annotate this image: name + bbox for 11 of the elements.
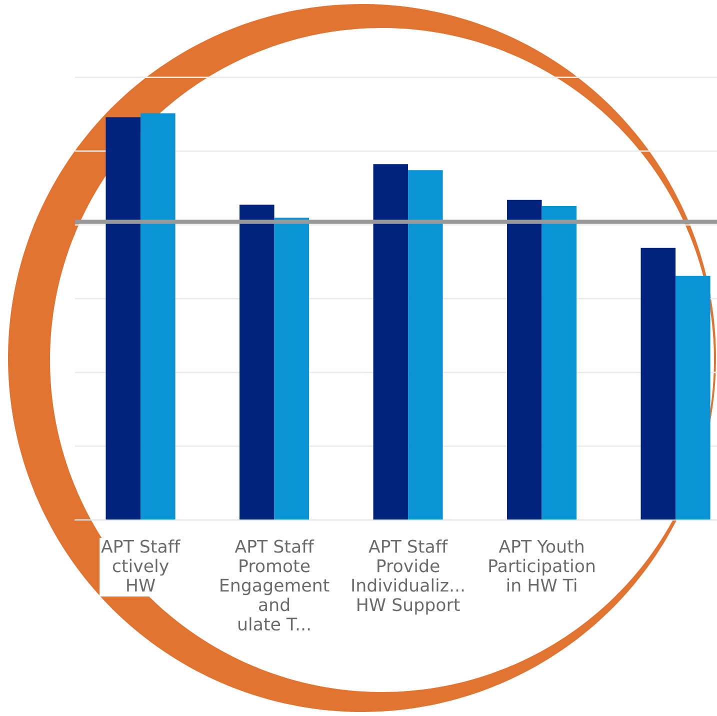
bar: [542, 206, 577, 520]
x-tick-label: APT Staff Provide Individualiz... HW Support: [352, 539, 464, 615]
bar: [240, 204, 274, 520]
x-tick-label: APT Youth Participation in HW Ti: [489, 539, 595, 592]
bar: [408, 170, 443, 520]
bar: [507, 200, 542, 520]
bar: [373, 164, 408, 520]
x-tick-label: APT Staff Promote Engagement and ulate T...: [220, 539, 330, 631]
bar: [140, 113, 176, 520]
x-tick-label: APT Staff ctively HW: [101, 539, 180, 592]
bar: [274, 218, 310, 520]
